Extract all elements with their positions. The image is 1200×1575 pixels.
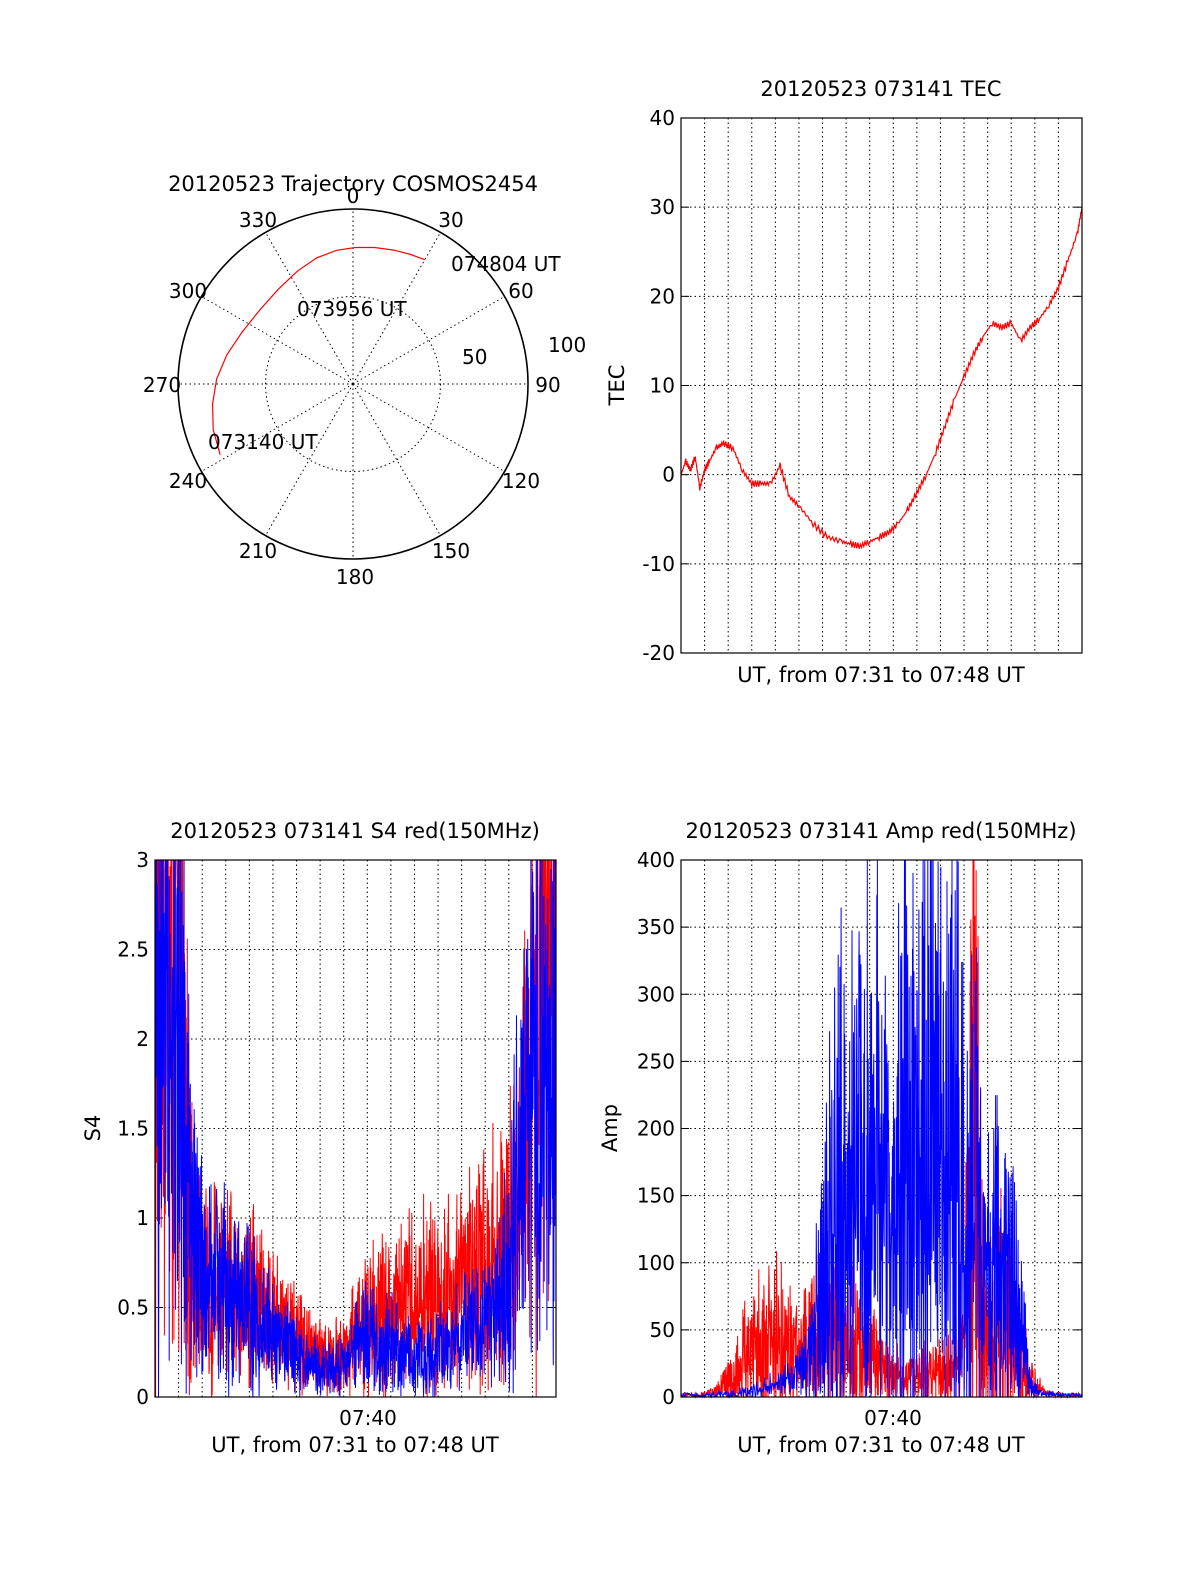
tec-plot-frame [680,117,1083,654]
y-tick-label-200: 200 [637,1117,675,1141]
polar-angle-label-0: 0 [347,184,360,208]
radial-label-100: 100 [548,333,586,357]
polar-angle-label-30: 30 [438,208,463,232]
polar-spoke-240 [201,383,354,472]
amp-series [680,859,1082,1399]
polar-grid [177,208,529,560]
polar-inner-ring [265,296,441,472]
y-tick-label-10: 10 [650,374,675,398]
amp-y-label: Amp [598,1104,622,1152]
s4-panel: 20120523 073141 S4 red(150MHz) 3 2.5 2 1.5 1… [81,819,557,1457]
y-tick-label-50: 50 [650,1318,675,1342]
polar-angle-label-90: 90 [535,373,560,397]
series-line-blue [154,859,557,1398]
tec-series-line [680,207,1083,550]
polar-spoke-210 [265,383,354,536]
amp-plot-frame [680,859,1083,1398]
polar-angle-label-330: 330 [239,208,277,232]
y-tick-label-40: 40 [650,106,675,130]
radial-label-50: 50 [462,345,487,369]
polar-angle-label-210: 210 [239,539,277,563]
polar-angle-label-240: 240 [169,469,207,493]
amp-panel: 20120523 073141 Amp red(150MHz) 400 350 30… [598,819,1083,1457]
y-tick-label-100: 100 [637,1251,675,1275]
y-tick-label-30: 30 [650,195,675,219]
polar-title: 20120523 Trajectory COSMOS2454 [168,172,538,196]
trajectory-end-label: 074804 UT [451,252,561,276]
amp-x-label: UT, from 07:31 to 07:48 UT [737,1433,1025,1457]
y-tick-label-3: 3 [136,848,149,872]
s4-title: 20120523 073141 S4 red(150MHz) [170,819,540,843]
y-tick-label-0: 0 [662,1385,675,1409]
tec-grid [681,118,1082,653]
polar-angle-label-120: 120 [502,469,540,493]
s4-series [154,859,557,1398]
s4-x-tick-0740: 07:40 [339,1406,397,1430]
polar-panel: 20120523 Trajectory COSMOS2454 0 30 60 90 12… [143,172,586,589]
y-tick-label-0: 0 [136,1385,149,1409]
polar-angle-label-180: 180 [336,565,374,589]
y-tick-label-250: 250 [637,1049,675,1073]
amp-title: 20120523 073141 Amp red(150MHz) [685,819,1076,843]
amp-x-tick-0740: 07:40 [864,1406,922,1430]
tec-title: 20120523 073141 TEC [760,77,1001,101]
y-tick-label-2: 2 [136,1027,149,1051]
y-tick-label-2.5: 2.5 [117,938,149,962]
tec-y-ticks: 40 30 20 10 0 -10 -20 [642,106,1082,665]
y-tick-label--10: -10 [642,552,675,576]
tec-y-label: TEC [605,365,629,407]
y-tick-label-400: 400 [637,848,675,872]
polar-outer-ring [177,208,529,560]
tec-panel: 20120523 073141 TEC 40 30 20 10 0 -10 -20 UT, … [605,77,1083,687]
trajectory-start-label: 073140 UT [208,430,318,454]
s4-y-label: S4 [81,1115,105,1142]
y-tick-label--20: -20 [642,641,675,665]
polar-angle-label-60: 60 [508,279,533,303]
polar-angle-label-300: 300 [169,279,207,303]
tec-x-label: UT, from 07:31 to 07:48 UT [737,663,1025,687]
polar-angle-label-270: 270 [143,373,181,397]
trajectory-mid-label: 073956 UT [297,297,407,321]
y-tick-label-150: 150 [637,1184,675,1208]
s4-plot-frame [154,859,557,1398]
y-tick-label-0.5: 0.5 [117,1296,149,1320]
y-tick-label-350: 350 [637,915,675,939]
polar-angle-labels: 0 30 60 90 120 150 180 210 240 270 300 330 [143,184,561,589]
y-tick-label-300: 300 [637,982,675,1006]
y-tick-label-0: 0 [662,463,675,487]
trajectory-line [211,246,426,455]
y-tick-label-1.5: 1.5 [117,1117,149,1141]
series-line-blue [680,859,1082,1399]
polar-angle-label-150: 150 [432,539,470,563]
y-tick-label-20: 20 [650,284,675,308]
s4-x-label: UT, from 07:31 to 07:48 UT [211,1433,499,1457]
y-tick-label-1: 1 [136,1206,149,1230]
